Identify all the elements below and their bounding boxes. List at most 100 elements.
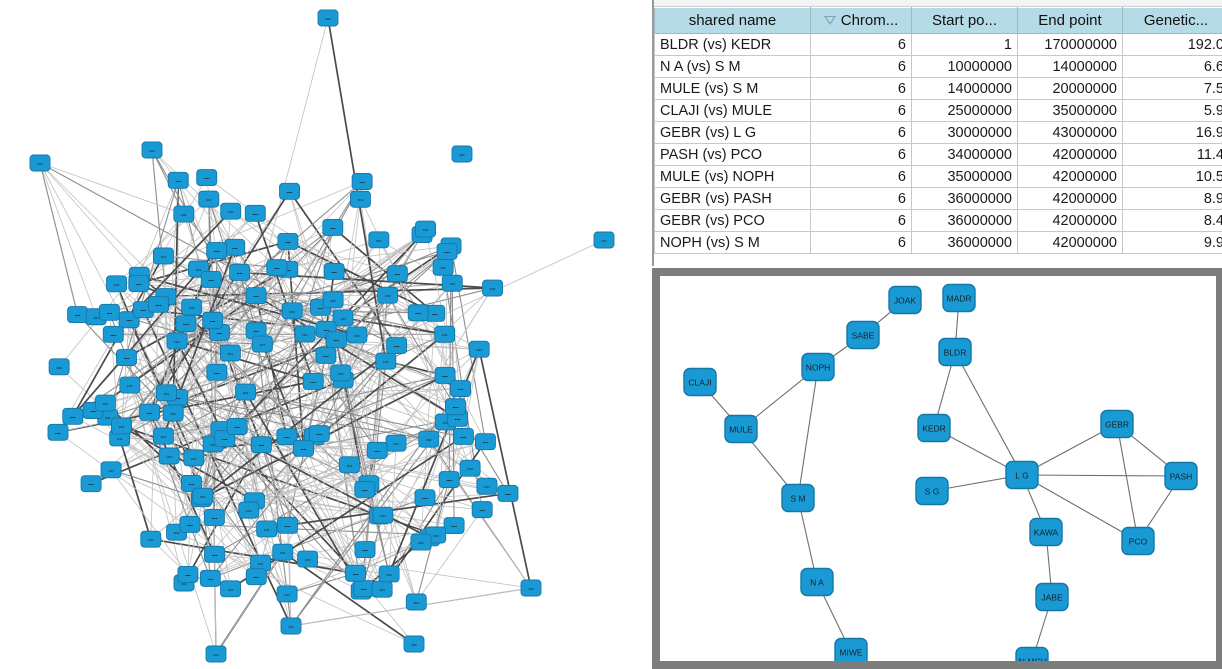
- detail-node[interactable]: PCO: [1121, 526, 1155, 556]
- cell-start_point[interactable]: 25000000: [911, 99, 1018, 122]
- node-shape[interactable]: [846, 320, 880, 350]
- overview-node[interactable]: [106, 275, 127, 293]
- cell-start_point[interactable]: 34000000: [911, 143, 1018, 166]
- node-shape[interactable]: [1029, 517, 1063, 547]
- detail-node[interactable]: PASH: [1164, 461, 1198, 491]
- node-shape[interactable]: [800, 567, 834, 597]
- node-shape[interactable]: [1035, 582, 1069, 612]
- overview-node[interactable]: [441, 274, 463, 292]
- overview-node[interactable]: [322, 218, 344, 236]
- overview-node[interactable]: [177, 565, 199, 583]
- overview-node[interactable]: [368, 231, 390, 249]
- overview-node[interactable]: [238, 501, 260, 519]
- overview-node[interactable]: [203, 508, 225, 526]
- overview-node[interactable]: [244, 204, 266, 222]
- table-row[interactable]: BLDR (vs) KEDR 6 1 170000000 192.0: [654, 33, 1222, 56]
- overview-node[interactable]: [351, 173, 373, 190]
- cell-chromosome[interactable]: 6: [810, 187, 912, 210]
- node-shape[interactable]: [1164, 461, 1198, 491]
- column-header-genetic[interactable]: Genetic...: [1122, 7, 1222, 34]
- cell-start_point[interactable]: 35000000: [911, 165, 1018, 188]
- node-shape[interactable]: [917, 413, 951, 443]
- overview-node[interactable]: [297, 550, 319, 568]
- node-shape[interactable]: [724, 414, 758, 444]
- table-row[interactable]: N A (vs) S M 6 10000000 14000000 6.6: [654, 55, 1222, 78]
- overview-node[interactable]: [245, 287, 267, 305]
- overview-node[interactable]: [196, 169, 218, 186]
- cell-end_point[interactable]: 35000000: [1017, 99, 1123, 122]
- overview-node[interactable]: [308, 425, 330, 442]
- results-table[interactable]: shared name Chrom... Start po...: [654, 7, 1222, 254]
- column-header-shared-name[interactable]: shared name: [654, 7, 811, 34]
- detail-edge[interactable]: [1021, 474, 1139, 542]
- detail-node[interactable]: ALMCH: [1015, 646, 1049, 662]
- overview-node[interactable]: [192, 487, 214, 505]
- table-row[interactable]: CLAJI (vs) MULE 6 25000000 35000000 5.9: [654, 99, 1222, 122]
- overview-node[interactable]: [366, 441, 388, 459]
- overview-node[interactable]: [152, 247, 174, 265]
- detail-node[interactable]: SABE: [846, 320, 880, 350]
- results-table-container[interactable]: shared name Chrom... Start po...: [652, 0, 1222, 266]
- cell-end_point[interactable]: 42000000: [1017, 209, 1123, 232]
- overview-node[interactable]: [497, 484, 519, 502]
- cell-genetic[interactable]: 6.6: [1122, 55, 1222, 78]
- detail-network-panel[interactable]: CLAJI MULE NOPH SABE JOAK S M N A MIWE MADR BLDR K…: [652, 268, 1222, 669]
- overview-node[interactable]: [277, 516, 298, 534]
- node-shape[interactable]: [938, 337, 972, 367]
- column-header-end-point[interactable]: End point: [1017, 7, 1123, 34]
- overview-node[interactable]: [206, 242, 228, 259]
- overview-node[interactable]: [80, 475, 102, 493]
- overview-node[interactable]: [47, 423, 69, 441]
- overview-node[interactable]: [250, 436, 272, 454]
- overview-node[interactable]: [200, 271, 222, 288]
- overview-node[interactable]: [181, 474, 202, 492]
- node-shape[interactable]: [1015, 646, 1049, 662]
- overview-node[interactable]: [450, 380, 471, 398]
- cell-genetic[interactable]: 9.9: [1122, 231, 1222, 254]
- overview-network-panel[interactable]: •••• •••• •••• •••• •••• •••• •••• •••• •••• ••••…: [0, 0, 645, 669]
- column-header-chromosome[interactable]: Chrom...: [810, 7, 912, 34]
- cell-start_point[interactable]: 30000000: [911, 121, 1018, 144]
- node-shape[interactable]: [1005, 460, 1039, 490]
- cell-chromosome[interactable]: 6: [810, 209, 912, 232]
- overview-node[interactable]: [315, 346, 337, 364]
- detail-node[interactable]: JOAK: [888, 285, 922, 315]
- detail-node[interactable]: JABE: [1035, 582, 1069, 612]
- overview-node[interactable]: [434, 325, 456, 343]
- sort-descending-triangle-icon[interactable]: [823, 16, 836, 25]
- cell-end_point[interactable]: 42000000: [1017, 231, 1123, 254]
- table-row[interactable]: GEBR (vs) PCO 6 36000000 42000000 8.4: [654, 209, 1222, 232]
- cell-start_point[interactable]: 36000000: [911, 209, 1018, 232]
- overview-node[interactable]: [378, 565, 400, 583]
- overview-node[interactable]: [386, 265, 408, 283]
- results-table-panel[interactable]: shared name Chrom... Start po...: [645, 0, 1222, 266]
- cell-start_point[interactable]: 14000000: [911, 77, 1018, 100]
- overview-node[interactable]: [354, 541, 376, 558]
- cell-shared_name[interactable]: GEBR (vs) PASH: [654, 187, 811, 210]
- overview-node[interactable]: [330, 364, 352, 382]
- overview-node[interactable]: [407, 304, 429, 322]
- overview-node[interactable]: [128, 275, 150, 293]
- overview-node[interactable]: [181, 298, 203, 316]
- detail-node[interactable]: BLDR: [938, 337, 972, 367]
- overview-node[interactable]: [302, 372, 324, 390]
- overview-node[interactable]: [346, 326, 368, 344]
- detail-node[interactable]: L G: [1005, 460, 1039, 490]
- cell-end_point[interactable]: 43000000: [1017, 121, 1123, 144]
- detail-edge[interactable]: [1116, 423, 1139, 542]
- cell-start_point[interactable]: 36000000: [911, 187, 1018, 210]
- table-row[interactable]: PASH (vs) PCO 6 34000000 42000000 11.4: [654, 143, 1222, 166]
- overview-node[interactable]: [199, 569, 221, 587]
- cell-start_point[interactable]: 10000000: [911, 55, 1018, 78]
- overview-node[interactable]: [175, 315, 197, 333]
- overview-node[interactable]: [281, 302, 303, 320]
- detail-node[interactable]: N A: [800, 567, 834, 597]
- overview-node[interactable]: [377, 286, 399, 304]
- cell-end_point[interactable]: 170000000: [1017, 33, 1123, 56]
- overview-node[interactable]: [405, 593, 427, 611]
- cell-shared_name[interactable]: GEBR (vs) L G: [654, 121, 811, 144]
- overview-node[interactable]: [156, 384, 177, 402]
- overview-node[interactable]: [386, 337, 408, 355]
- detail-node[interactable]: CLAJI: [683, 367, 717, 397]
- cell-start_point[interactable]: 36000000: [911, 231, 1018, 254]
